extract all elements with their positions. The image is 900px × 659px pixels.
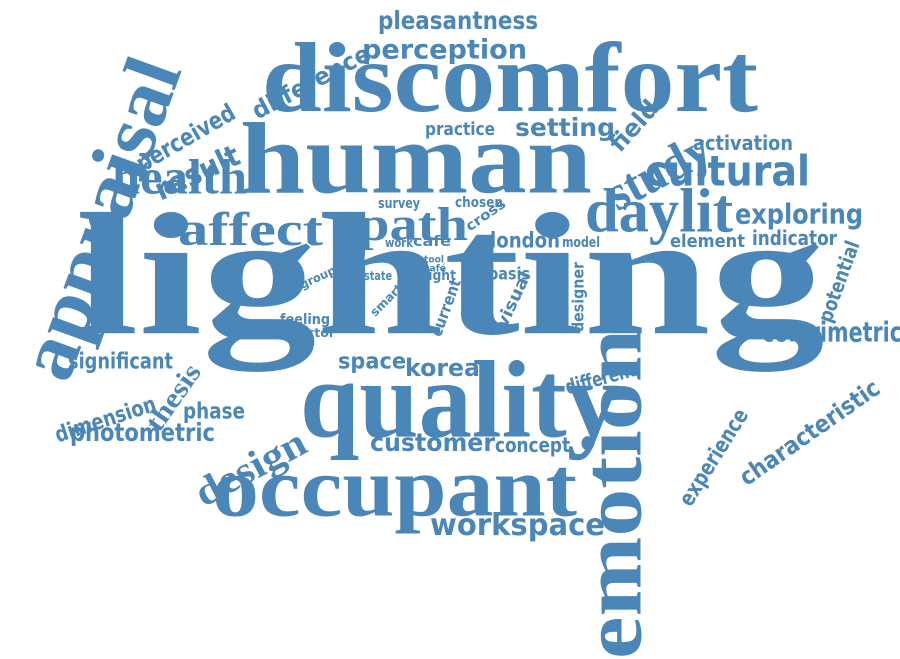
word-occupant: occupant — [212, 439, 577, 535]
word-survey: survey — [378, 194, 420, 212]
word-work: work — [385, 235, 413, 250]
word-significant: significant — [68, 348, 173, 374]
word-pleasantness: pleasantness — [378, 5, 538, 35]
word-tool: tool — [424, 253, 444, 265]
word-daylit: daylit — [585, 176, 733, 246]
word-lighting: lighting — [75, 177, 825, 372]
word-space: space — [338, 348, 406, 374]
word-experience: experience — [673, 403, 754, 511]
word-quality: quality — [300, 338, 620, 461]
word-feeling: feeling — [280, 310, 330, 328]
word-affect: affect — [178, 202, 323, 256]
word-setting: setting — [515, 112, 615, 142]
word-indicator: indicator — [752, 226, 837, 250]
word-colorimetric: colorimetric — [762, 315, 900, 349]
word-cafe-accent: café — [424, 262, 446, 274]
word-cultural: cultural — [645, 146, 810, 196]
word-phase: phase — [183, 398, 245, 424]
word-cafe: cafe — [413, 232, 451, 250]
word-path: path — [358, 197, 468, 251]
word-state: state — [364, 268, 392, 283]
word-element: element — [670, 230, 745, 252]
word-workspace: workspace — [430, 507, 605, 543]
word-model: model — [562, 233, 600, 251]
word-chosen: chosen — [455, 193, 503, 211]
word-basis: basis — [488, 263, 530, 284]
word-factor: factor — [293, 325, 335, 340]
word-concept: concept — [495, 433, 570, 457]
word-customer: customer — [370, 427, 495, 457]
word-designer: designer — [568, 262, 588, 332]
word-discomfort: discomfort — [262, 22, 758, 133]
word-photometric: photometric — [70, 417, 215, 447]
word-london: london — [490, 228, 560, 253]
word-human: human — [240, 101, 592, 216]
word-korea: korea — [405, 353, 480, 382]
word-health: health — [112, 149, 247, 205]
word-exploring: exploring — [735, 197, 863, 231]
word-activation: activation — [693, 131, 793, 155]
word-characteristic: characteristic — [733, 373, 886, 492]
word-light: light — [424, 266, 456, 284]
word-practice: practice — [425, 118, 495, 140]
word-perception: perception — [362, 33, 527, 66]
